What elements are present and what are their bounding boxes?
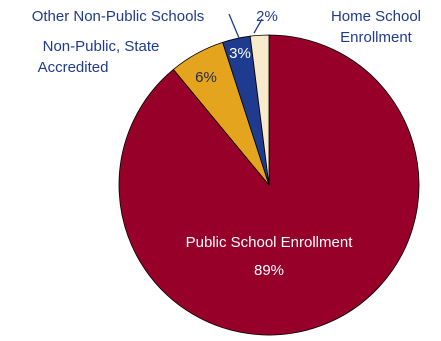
- label-other-non-public-schools: Other Non-Public Schools: [32, 8, 205, 25]
- value-public-school-enrollment: 89%: [254, 262, 284, 279]
- label-home-school-enrollment-line1: Home School: [331, 8, 421, 25]
- pie-slices: [118, 34, 420, 336]
- slice-labels: Public School Enrollment 89% 6% Non-Public,…: [32, 8, 421, 279]
- label-public-school-enrollment: Public School Enrollment: [186, 234, 354, 251]
- leader-home-school-enrollment: [253, 18, 263, 34]
- leader-other-non-public-schools: [228, 13, 240, 39]
- leader-lines: [228, 13, 263, 39]
- value-non-public-state-accredited: 6%: [195, 69, 217, 86]
- value-home-school-enrollment: 2%: [256, 8, 278, 25]
- label-non-public-state-accredited-line2: Accredited: [38, 59, 109, 76]
- label-non-public-state-accredited-line1: Non-Public, State: [43, 38, 160, 55]
- value-other-non-public-schools: 3%: [229, 45, 251, 62]
- label-home-school-enrollment-line2: Enrollment: [340, 29, 413, 46]
- pie-slice-home-school-enrollment: [249, 34, 270, 186]
- pie-slice-public-school-enrollment: [118, 34, 420, 336]
